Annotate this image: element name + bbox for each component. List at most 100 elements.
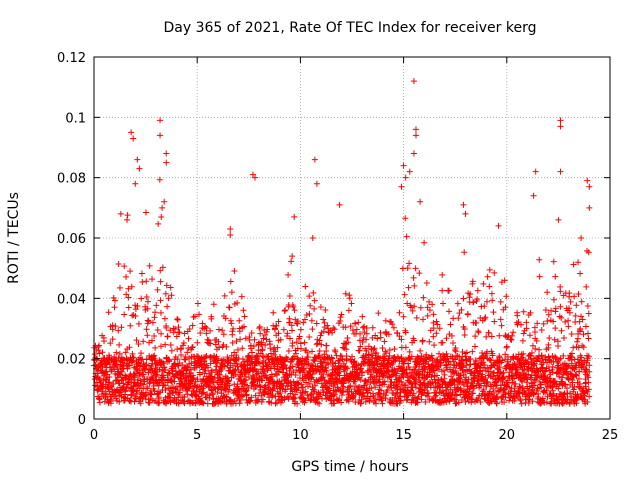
data-point [431,342,438,349]
data-point [503,293,510,300]
data-point [338,311,345,318]
data-point [448,373,455,380]
data-point [572,312,579,319]
data-point [309,348,316,355]
data-point [324,322,331,329]
data-point [164,303,171,310]
data-point [440,300,447,307]
data-point [533,337,540,344]
data-point [356,391,363,398]
data-point [345,377,352,384]
data-point [474,287,481,294]
data-point [381,381,388,388]
data-point [311,358,318,365]
data-point [564,368,571,375]
data-point [452,400,459,407]
data-point [277,336,284,343]
data-point [197,371,204,378]
data-point [494,394,501,401]
data-point [306,333,313,340]
data-point [253,371,260,378]
data-point [403,371,410,378]
data-point [172,325,179,332]
data-point [173,383,180,390]
data-point [539,395,546,402]
data-point [256,323,263,330]
data-point [163,150,170,157]
data-point [203,352,210,359]
data-point [472,333,479,340]
data-point [171,378,178,385]
data-point [402,215,409,222]
data-point [99,388,106,395]
data-point [372,400,379,407]
data-point [248,394,255,401]
data-point [320,374,327,381]
data-point [299,384,306,391]
data-point [496,354,503,361]
data-point [165,369,172,376]
data-point [116,284,123,291]
data-point [575,375,582,382]
data-point [546,335,553,342]
data-point [313,320,320,327]
data-point [496,332,503,339]
data-point [337,314,344,321]
data-point [412,126,419,133]
data-point [515,318,522,325]
data-point [558,327,565,334]
data-point [445,308,452,315]
data-point [190,374,197,381]
data-point [462,398,469,405]
data-point [491,318,498,325]
data-point [288,258,295,265]
data-point [128,129,135,136]
data-point [396,309,403,316]
data-point [255,368,262,375]
x-tick-label: 10 [292,428,309,443]
data-point [356,347,363,354]
data-point [439,271,446,278]
data-point [158,213,165,220]
data-point [568,331,575,338]
data-point [560,352,567,359]
data-point [168,347,175,354]
data-point [238,293,245,300]
data-point [485,329,492,336]
data-point [115,261,122,268]
data-point [265,353,272,360]
data-point [372,332,379,339]
data-point [143,294,150,301]
data-point [167,341,174,348]
data-point [280,366,287,373]
data-point [582,323,589,330]
data-point [439,339,446,346]
data-point [418,386,425,393]
data-point [197,330,204,337]
data-point [300,319,307,326]
data-point [310,289,317,296]
data-point [543,387,550,394]
data-point [557,123,564,130]
data-point [578,354,585,361]
data-point [317,332,324,339]
data-point [574,335,581,342]
data-point [578,298,585,305]
data-point [420,316,427,323]
data-point [210,379,217,386]
data-point [239,356,246,363]
data-point [409,366,416,373]
data-point [395,354,402,361]
data-point [421,387,428,394]
data-point [190,388,197,395]
data-point [504,380,511,387]
data-point [175,400,182,407]
data-point [242,388,249,395]
data-point [222,315,229,322]
data-point [538,352,545,359]
x-tick-label: 20 [499,428,516,443]
data-point [130,135,137,142]
data-point [486,266,493,273]
data-point [580,344,587,351]
data-point [555,385,562,392]
